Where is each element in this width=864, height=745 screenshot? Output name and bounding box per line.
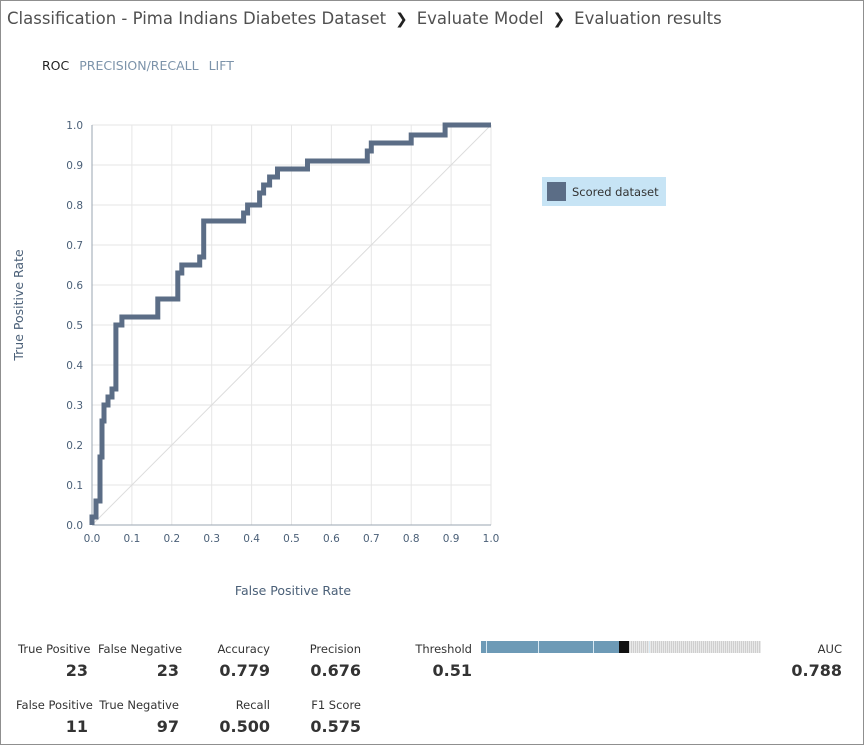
y-axis-label: True Positive Rate [11, 249, 26, 362]
metric-label: AUC [817, 642, 842, 656]
threshold-slider-handle[interactable] [619, 641, 629, 653]
metric-false-negative: False Negative 23 [98, 642, 183, 680]
x-tick-label: 0.0 [84, 533, 101, 545]
threshold-slider[interactable] [481, 641, 761, 653]
threshold-tick [649, 641, 650, 653]
metric-label: False Negative [98, 642, 183, 656]
x-tick-label: 0.4 [243, 533, 260, 545]
x-tick-label: 0.1 [124, 533, 141, 545]
tab-roc[interactable]: ROC [42, 58, 70, 73]
y-tick-label: 0.3 [66, 400, 83, 412]
metric-value: 0.500 [219, 717, 270, 736]
random-classifier-diagonal [91, 124, 492, 526]
metric-threshold: Threshold 0.51 [410, 642, 472, 680]
metric-value: 97 [156, 717, 179, 736]
metric-value: 23 [156, 661, 179, 680]
metric-value: 0.788 [791, 661, 842, 680]
roc-chart: 0.00.0 0.1 0.1 0.2 0.2 0.3 0.3 0.4 0.4 0.5 0.5 0.6 0… [11, 120, 499, 598]
chart-tabs: ROC PRECISION/RECALL LIFT [42, 58, 240, 73]
x-tick-label: 1.0 [483, 533, 500, 545]
metric-value: 11 [65, 717, 88, 736]
y-tick-label: 0.8 [66, 200, 83, 212]
metric-true-negative: True Negative 97 [98, 698, 179, 736]
chart-tick-labels: 0.00.0 0.1 0.1 0.2 0.2 0.3 0.3 0.4 0.4 0.5 0.5 0.6 0… [66, 120, 499, 545]
metric-value: 0.779 [219, 661, 270, 680]
metric-auc: AUC 0.788 [780, 642, 842, 680]
metric-f1-score: F1 Score 0.575 [298, 698, 361, 736]
metric-value: 0.575 [310, 717, 361, 736]
chevron-right-icon: ❯ [552, 9, 566, 28]
x-tick-label: 0.2 [163, 533, 180, 545]
x-tick-label: 0.3 [203, 533, 220, 545]
breadcrumb-experiment[interactable]: Classification - Pima Indians Diabetes D… [7, 9, 387, 28]
chevron-right-icon: ❯ [395, 9, 408, 28]
metric-precision: Precision 0.676 [298, 642, 361, 680]
metric-value: 0.676 [310, 661, 361, 680]
metric-label: Threshold [415, 642, 472, 656]
metric-false-positive: False Positive 11 [16, 698, 93, 736]
threshold-tick [593, 641, 594, 653]
tab-precision-recall[interactable]: PRECISION/RECALL [79, 58, 199, 73]
metric-recall: Recall 0.500 [208, 698, 270, 736]
y-tick-label: 0.1 [66, 480, 83, 492]
x-tick-label: 0.6 [323, 533, 340, 545]
metric-true-positive: True Positive 23 [18, 642, 91, 680]
y-tick-label: 0.0 [66, 520, 83, 532]
y-tick-label: 0.2 [66, 440, 83, 452]
y-tick-label: 0.4 [66, 360, 83, 372]
threshold-slider-fill [481, 641, 619, 653]
tab-lift[interactable]: LIFT [208, 58, 234, 73]
threshold-tick [538, 641, 539, 653]
y-tick-label: 0.7 [66, 240, 83, 252]
x-tick-label: 0.5 [283, 533, 300, 545]
y-tick-label: 0.5 [66, 320, 83, 332]
metric-label: Accuracy [217, 642, 270, 656]
metric-label: True Positive [18, 642, 91, 656]
threshold-tick [486, 641, 487, 653]
roc-curve-scored-dataset [89, 122, 491, 525]
x-tick-label: 0.8 [403, 533, 420, 545]
x-tick-label: 0.7 [363, 533, 380, 545]
legend-label: Scored dataset [572, 184, 659, 199]
metric-label: F1 Score [311, 698, 361, 712]
metric-label: False Positive [16, 698, 93, 712]
metric-label: Precision [309, 642, 361, 656]
y-tick-label: 1.0 [66, 120, 83, 132]
legend-swatch [547, 182, 566, 201]
y-tick-label: 0.6 [66, 280, 83, 292]
x-axis-label: False Positive Rate [235, 583, 351, 598]
legend-item-scored-dataset[interactable]: Scored dataset [542, 177, 666, 206]
chart-axes [91, 125, 491, 526]
breadcrumb-current: Evaluation results [574, 9, 722, 28]
metric-value: 0.51 [432, 661, 472, 680]
breadcrumb-module[interactable]: Evaluate Model [416, 9, 544, 28]
x-tick-label: 0.9 [443, 533, 460, 545]
breadcrumb: Classification - Pima Indians Diabetes D… [7, 9, 722, 28]
metric-label: Recall [235, 698, 270, 712]
metric-label: True Negative [99, 698, 179, 712]
metric-value: 23 [65, 661, 88, 680]
metric-accuracy: Accuracy 0.779 [208, 642, 270, 680]
y-tick-label: 0.9 [66, 160, 83, 172]
